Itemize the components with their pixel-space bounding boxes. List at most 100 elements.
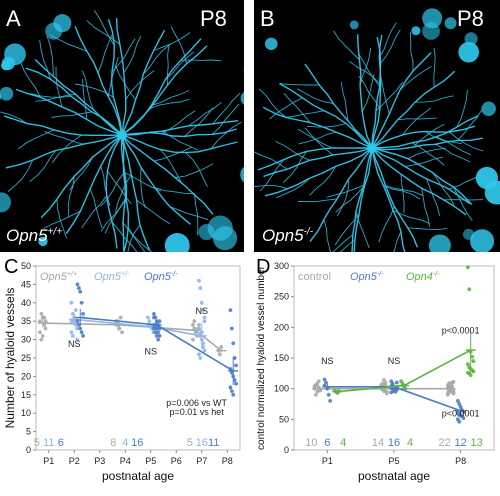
y-tick-label: 0 bbox=[26, 445, 31, 455]
data-point bbox=[382, 378, 386, 382]
sample-count: 6 bbox=[324, 437, 330, 449]
data-point bbox=[118, 315, 123, 320]
x-tick-label: P5 bbox=[388, 456, 399, 466]
vessel-branch bbox=[81, 70, 94, 110]
data-point bbox=[380, 381, 385, 386]
y-tick-label: 250 bbox=[274, 292, 289, 302]
vessel bbox=[371, 147, 471, 205]
optic-disc bbox=[367, 143, 377, 153]
vessel-branch bbox=[282, 151, 308, 183]
vessel bbox=[371, 147, 467, 216]
vessel-branch bbox=[18, 129, 55, 150]
genotype-label-a: Opn5+/+ bbox=[6, 226, 62, 246]
vessel bbox=[120, 134, 130, 252]
annotation: p<0.0001 bbox=[442, 325, 480, 335]
data-point bbox=[39, 311, 44, 316]
data-point bbox=[152, 315, 156, 320]
vessel-branch bbox=[404, 156, 444, 167]
edge-tissue bbox=[422, 8, 443, 29]
edge-tissue bbox=[0, 192, 11, 213]
vessel-branch bbox=[426, 178, 440, 217]
y-tick-label: 100 bbox=[274, 384, 289, 394]
vessel-branch bbox=[358, 53, 381, 87]
vessel-branch bbox=[30, 93, 72, 98]
vessel-branch bbox=[55, 66, 63, 107]
genotype-base-a: Opn5 bbox=[6, 226, 48, 245]
legend-sup: +/+ bbox=[67, 271, 77, 278]
vessel bbox=[121, 128, 237, 138]
vessel bbox=[264, 147, 373, 197]
vessel-branch bbox=[412, 142, 445, 166]
data-point bbox=[458, 405, 463, 409]
x-tick-label: P1 bbox=[322, 456, 333, 466]
vessel-branch bbox=[456, 89, 468, 128]
sample-count: 10 bbox=[305, 437, 317, 449]
data-point bbox=[69, 300, 74, 305]
vessel-branch bbox=[448, 171, 485, 190]
vessel-branch bbox=[435, 136, 471, 156]
plot-frame bbox=[35, 265, 241, 451]
sample-count: 4 bbox=[407, 437, 413, 449]
data-point bbox=[198, 356, 203, 360]
vessel-branch bbox=[20, 61, 41, 98]
vessel-branch bbox=[323, 219, 332, 252]
data-point bbox=[447, 381, 452, 386]
annotation: NS bbox=[144, 346, 157, 356]
vessel bbox=[371, 115, 479, 149]
data-point bbox=[39, 337, 44, 342]
vessel-branch bbox=[433, 48, 436, 88]
vessel-branch bbox=[402, 107, 432, 136]
data-point bbox=[312, 384, 317, 389]
data-point bbox=[461, 416, 466, 421]
mean-line bbox=[74, 318, 202, 337]
vessel-branch bbox=[332, 234, 353, 252]
vessel bbox=[304, 63, 373, 149]
vessel-branch bbox=[212, 92, 241, 125]
vessel-branch bbox=[169, 206, 209, 221]
vessel-branch bbox=[75, 83, 114, 98]
vessel-branch bbox=[410, 32, 414, 72]
annotation: p<0.0001 bbox=[442, 408, 480, 418]
data-point bbox=[231, 392, 236, 397]
sample-count: 4 bbox=[340, 437, 346, 449]
vessel-branch bbox=[104, 197, 126, 234]
vessel bbox=[121, 38, 202, 136]
vessel-branch bbox=[259, 159, 284, 192]
vessel-branch bbox=[393, 231, 402, 252]
vessel-branch bbox=[435, 143, 471, 163]
y-tick-label: 10 bbox=[21, 408, 31, 418]
x-tick-label: P1 bbox=[43, 456, 54, 466]
data-point bbox=[197, 326, 201, 331]
mean-line bbox=[337, 349, 472, 393]
vessel-branch bbox=[407, 147, 446, 160]
y-tick-label: 50 bbox=[21, 261, 31, 271]
y-tick-label: 150 bbox=[274, 353, 289, 363]
vessel-branch bbox=[125, 70, 155, 100]
vessel-branch bbox=[180, 59, 222, 62]
data-point bbox=[75, 282, 80, 287]
edge-tissue bbox=[484, 180, 500, 205]
y-tick-label: 30 bbox=[21, 335, 31, 345]
data-point bbox=[157, 334, 162, 338]
edge-tissue bbox=[240, 166, 244, 183]
vessel-branch bbox=[457, 109, 483, 141]
x-tick-label: P3 bbox=[94, 456, 105, 466]
vessel-branch bbox=[254, 184, 288, 190]
vessel-branch bbox=[194, 194, 199, 236]
data-point bbox=[229, 389, 234, 394]
vessel-branch bbox=[326, 184, 365, 198]
data-point bbox=[152, 311, 156, 316]
vessel bbox=[371, 125, 475, 149]
vessel-branch bbox=[149, 98, 190, 109]
vessel-branch bbox=[358, 75, 381, 110]
data-point bbox=[156, 330, 161, 335]
vessel-branch bbox=[407, 227, 447, 231]
vessel-branch bbox=[276, 177, 311, 199]
vessel bbox=[351, 147, 373, 252]
vessel-branch bbox=[336, 179, 350, 217]
vessel-branch bbox=[275, 141, 310, 161]
x-axis-label: postnatal age bbox=[358, 469, 430, 483]
sample-count: 8 bbox=[110, 437, 116, 449]
data-point bbox=[38, 330, 42, 335]
